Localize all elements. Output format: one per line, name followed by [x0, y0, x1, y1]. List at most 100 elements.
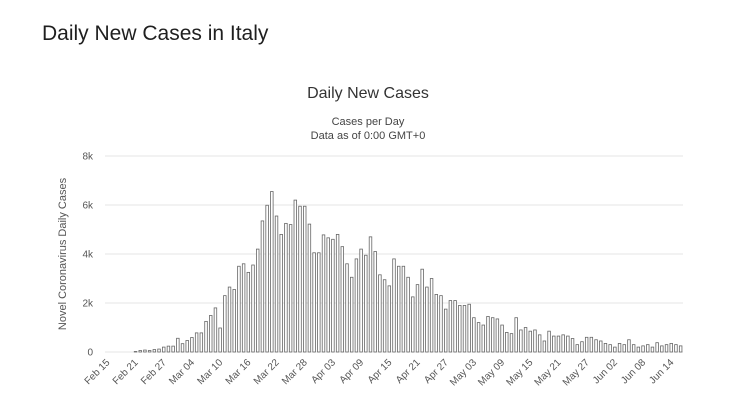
bar: [401, 265, 406, 353]
bar-layer: [133, 191, 683, 353]
bar: [373, 251, 377, 353]
bar: [406, 276, 410, 353]
bar: [213, 307, 218, 353]
bar: [495, 318, 500, 353]
bar: [260, 220, 265, 353]
bar: [256, 248, 260, 353]
x-tick-label: Apr 15: [366, 357, 395, 386]
bar: [472, 317, 476, 353]
x-tick-label: May 03: [448, 357, 479, 388]
bar: [660, 345, 664, 353]
bar: [364, 254, 368, 353]
bar: [279, 233, 283, 353]
bar: [378, 274, 382, 353]
bar: [284, 222, 288, 353]
bar: [180, 343, 185, 353]
y-axis-ticks: 0 2k 4k 6k 8k: [82, 152, 94, 359]
bar: [505, 331, 509, 353]
bar: [439, 295, 443, 353]
bar: [194, 332, 199, 353]
bar: [190, 337, 194, 353]
bar: [368, 236, 373, 353]
x-tick-label: Jun 14: [647, 357, 676, 386]
bar: [157, 348, 161, 353]
bar: [580, 341, 584, 353]
bar: [171, 345, 175, 353]
bar: [509, 333, 514, 353]
bar: [303, 205, 307, 353]
x-tick-label: Apr 03: [309, 357, 338, 386]
bar: [528, 330, 532, 353]
x-tick-label: Jun 08: [619, 357, 648, 386]
bar: [288, 224, 293, 353]
bar: [411, 296, 415, 353]
bar: [519, 329, 523, 353]
bar: [326, 237, 330, 353]
bar: [152, 349, 157, 353]
bar: [317, 252, 321, 353]
bar: [397, 265, 401, 353]
y-tick-label: 0: [87, 348, 93, 359]
bar: [209, 315, 213, 353]
x-tick-label: Mar 04: [167, 357, 197, 387]
bar: [185, 340, 189, 353]
bar: [537, 334, 542, 353]
y-tick-label: 6k: [82, 201, 94, 212]
bar: [575, 344, 579, 353]
bar: [138, 350, 142, 353]
bar: [387, 285, 391, 353]
bar: [669, 343, 673, 353]
bar: [542, 340, 547, 353]
bar: [312, 252, 316, 353]
bar: [241, 263, 246, 353]
x-tick-label: Feb 27: [139, 357, 169, 387]
bar: [594, 339, 598, 353]
bar: [382, 279, 387, 353]
bar: [674, 344, 678, 353]
bar: [448, 300, 453, 353]
x-tick-label: Mar 10: [195, 357, 225, 387]
x-tick-label: May 27: [561, 357, 592, 388]
bar: [589, 336, 594, 353]
bar: [655, 342, 659, 353]
x-tick-label: Apr 27: [422, 357, 451, 386]
bar: [622, 344, 626, 353]
bar: [147, 350, 152, 353]
bar: [570, 338, 575, 353]
bar: [599, 340, 603, 353]
bar: [350, 276, 354, 353]
x-tick-label: Mar 16: [224, 357, 254, 387]
bar: [232, 289, 236, 353]
bar: [533, 329, 537, 353]
x-tick-label: Mar 28: [280, 357, 310, 387]
y-tick-label: 4k: [82, 250, 94, 261]
bar: [251, 264, 255, 353]
bar: [462, 305, 467, 353]
bar: [566, 335, 570, 353]
bar: [293, 199, 297, 353]
bar: [617, 343, 622, 353]
bar: [340, 246, 344, 353]
bar: [392, 258, 396, 353]
bar: [481, 324, 485, 353]
bar: [227, 286, 232, 353]
x-tick-label: May 09: [476, 357, 507, 388]
bar: [556, 335, 561, 353]
bar: [434, 294, 438, 353]
bar: [636, 346, 641, 353]
bar: [331, 238, 335, 353]
x-tick-label: Mar 22: [252, 357, 282, 387]
bar: [354, 258, 359, 353]
x-tick-label: Feb 15: [83, 357, 113, 387]
bar: [646, 344, 650, 353]
bar: [486, 316, 490, 353]
bar: [162, 346, 166, 353]
bar: [345, 263, 349, 353]
bar: [650, 346, 655, 353]
bar: [603, 343, 608, 353]
bar: [584, 336, 589, 353]
bar: [246, 271, 251, 353]
bar: [359, 248, 363, 353]
